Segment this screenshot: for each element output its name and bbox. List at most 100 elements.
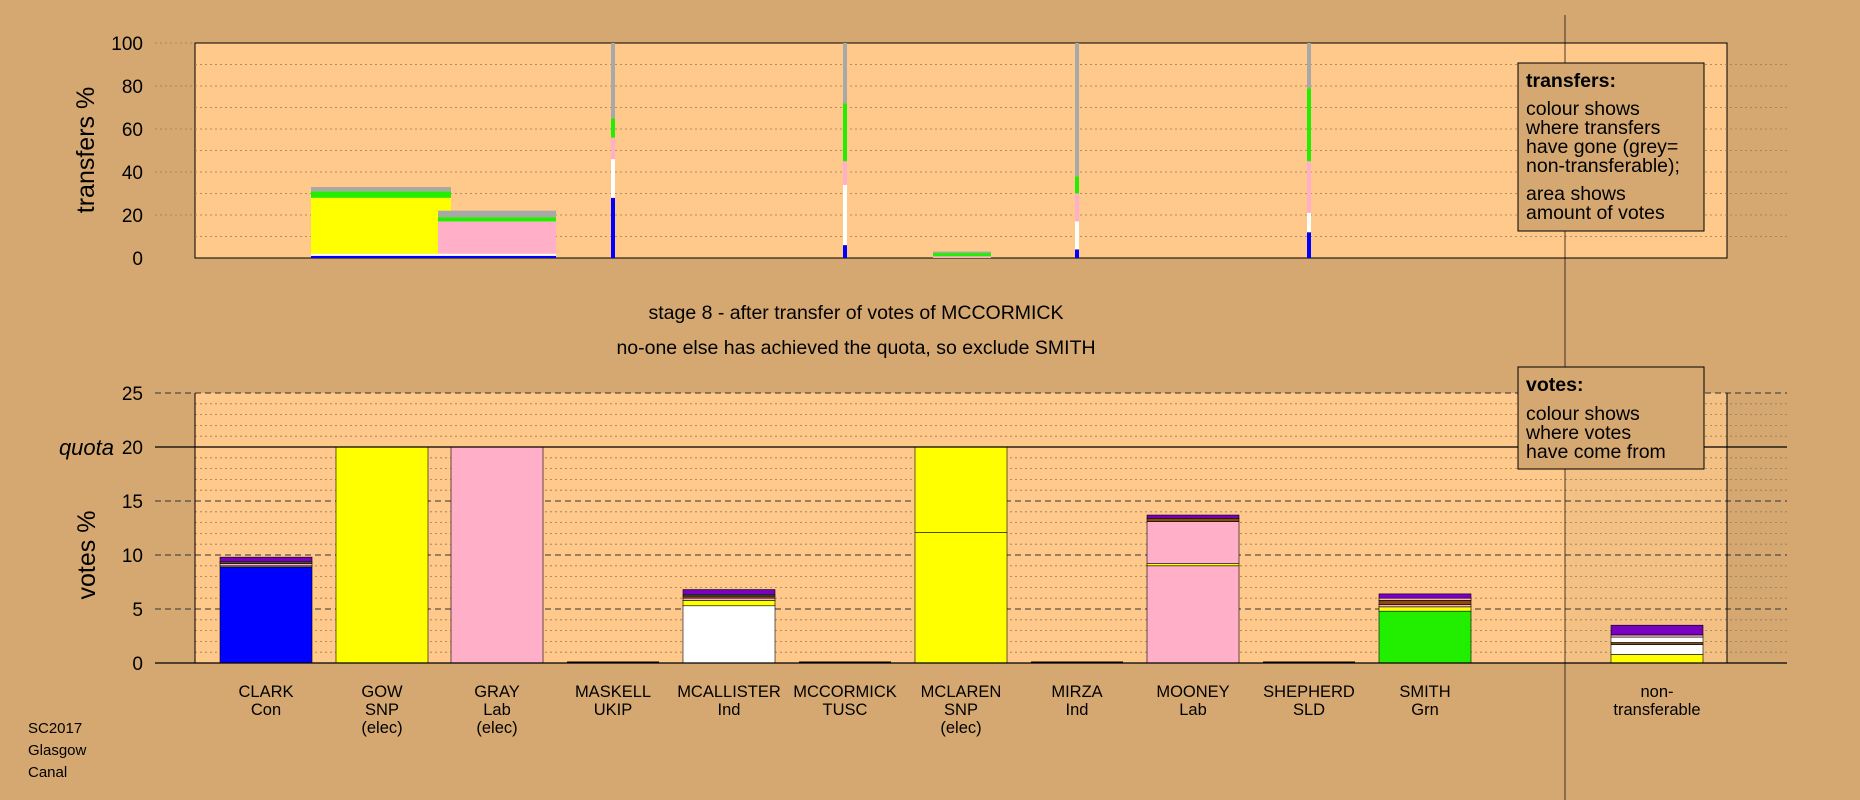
transfer-segment <box>933 253 991 257</box>
transfers-legend-line: where transfers <box>1525 117 1661 139</box>
stage-message: stage 8 - after transfer of votes of MCC… <box>648 302 1063 324</box>
vote-segment <box>219 566 313 664</box>
transfers-tick-label: 80 <box>122 77 143 98</box>
candidate-party: UKIP <box>594 701 633 719</box>
transfer-segment <box>438 217 556 222</box>
votes-tick-label: 20 <box>122 438 143 459</box>
vote-segment <box>1610 644 1704 655</box>
vote-bar-gray <box>450 446 544 664</box>
votes-tick-label: 10 <box>122 546 143 567</box>
transfers-tick-label: 0 <box>132 249 143 270</box>
transfer-block-maskell <box>611 43 615 258</box>
candidate-party: SLD <box>1293 701 1325 719</box>
candidate-name: SHEPHERD <box>1263 683 1355 701</box>
transfer-segment <box>438 253 556 256</box>
vote-segment <box>914 446 1008 533</box>
votes-legend-line: have come from <box>1526 441 1666 463</box>
transfer-segment <box>933 256 991 258</box>
candidate-party: SNP <box>365 701 399 719</box>
transfer-segment <box>1075 193 1079 222</box>
transfer-block-mccallister <box>843 43 847 258</box>
transfers-axis-label: transfers % <box>72 87 100 213</box>
candidate-elected: (elec) <box>940 719 981 737</box>
candidate-party: SNP <box>944 701 978 719</box>
vote-bar-mclaren <box>914 446 1008 664</box>
footer-council: Glasgow <box>28 742 87 759</box>
candidate-name: MASKELL <box>575 683 651 701</box>
transfer-segment <box>438 255 556 258</box>
candidate-name: MCALLISTER <box>677 683 781 701</box>
transfer-segment <box>311 255 451 258</box>
votes-tick-label: 0 <box>132 654 143 675</box>
vote-segment <box>1146 521 1240 564</box>
candidate-name: GOW <box>361 683 403 701</box>
transfers-tick-label: 100 <box>111 34 143 55</box>
vote-segment <box>1146 563 1240 567</box>
candidate-name: CLARK <box>238 683 293 701</box>
vote-segment <box>1146 565 1240 664</box>
transfer-segment <box>1307 161 1311 213</box>
vote-segment <box>682 600 776 607</box>
candidate-party: Ind <box>718 701 741 719</box>
candidate-name: GRAY <box>474 683 520 701</box>
transfer-segment <box>611 197 615 258</box>
transfers-tick-label: 20 <box>122 206 143 227</box>
transfer-segment <box>311 187 451 192</box>
vote-segment <box>219 563 313 567</box>
transfers-tick-label: 60 <box>122 120 143 141</box>
candidate-name: MCLAREN <box>921 683 1002 701</box>
vote-bar-smith <box>1378 593 1472 664</box>
transfers-legend: transfers: colour shows where transfers … <box>1517 62 1705 232</box>
transfer-block-mclaren <box>933 251 991 258</box>
vote-segment <box>682 597 776 601</box>
transfer-block-shepherd <box>1307 43 1311 258</box>
transfer-segment <box>1307 88 1311 162</box>
transfer-segment <box>1075 249 1079 258</box>
candidate-party: Con <box>251 701 281 719</box>
vote-segment <box>1378 606 1472 612</box>
transfer-segment <box>843 43 847 104</box>
vote-segment <box>219 556 313 562</box>
transfer-segment <box>611 137 615 160</box>
transfer-segment <box>438 221 556 254</box>
vote-segment <box>450 446 544 664</box>
transfer-segment <box>843 184 847 246</box>
transfer-segment <box>1075 43 1079 177</box>
quota-label: quota <box>59 435 114 460</box>
candidate-label: non-transferable <box>1613 683 1700 719</box>
vote-segment <box>682 589 776 596</box>
transfers-legend-line: amount of votes <box>1526 202 1665 224</box>
votes-legend-line: where votes <box>1525 422 1631 444</box>
vote-segment <box>1378 597 1472 601</box>
candidate-name: non- <box>1640 683 1673 701</box>
transfer-segment <box>843 161 847 185</box>
vote-segment <box>1378 604 1472 608</box>
transfer-segment <box>1307 212 1311 233</box>
transfers-legend-line: have gone (grey= <box>1526 136 1678 158</box>
transfer-block-gray <box>438 210 556 258</box>
transfer-segment <box>611 43 615 119</box>
votes-legend-title: votes: <box>1526 374 1583 396</box>
vote-segment <box>1378 593 1472 599</box>
candidate-name: MCCORMICK <box>793 683 897 701</box>
vote-segment <box>1378 610 1472 664</box>
transfer-segment <box>933 251 991 254</box>
votes-tick-label: 5 <box>132 600 143 621</box>
votes-legend-line: colour shows <box>1526 403 1640 425</box>
transfers-legend-line: colour shows <box>1526 98 1640 120</box>
transfers-legend-title: transfers: <box>1526 70 1616 92</box>
vote-bar-mcallister <box>682 589 776 664</box>
vote-segment <box>1146 517 1240 522</box>
transfer-segment <box>438 210 556 218</box>
vote-segment <box>1378 600 1472 605</box>
candidate-party: Lab <box>483 701 511 719</box>
transfers-tick-label: 40 <box>122 163 143 184</box>
